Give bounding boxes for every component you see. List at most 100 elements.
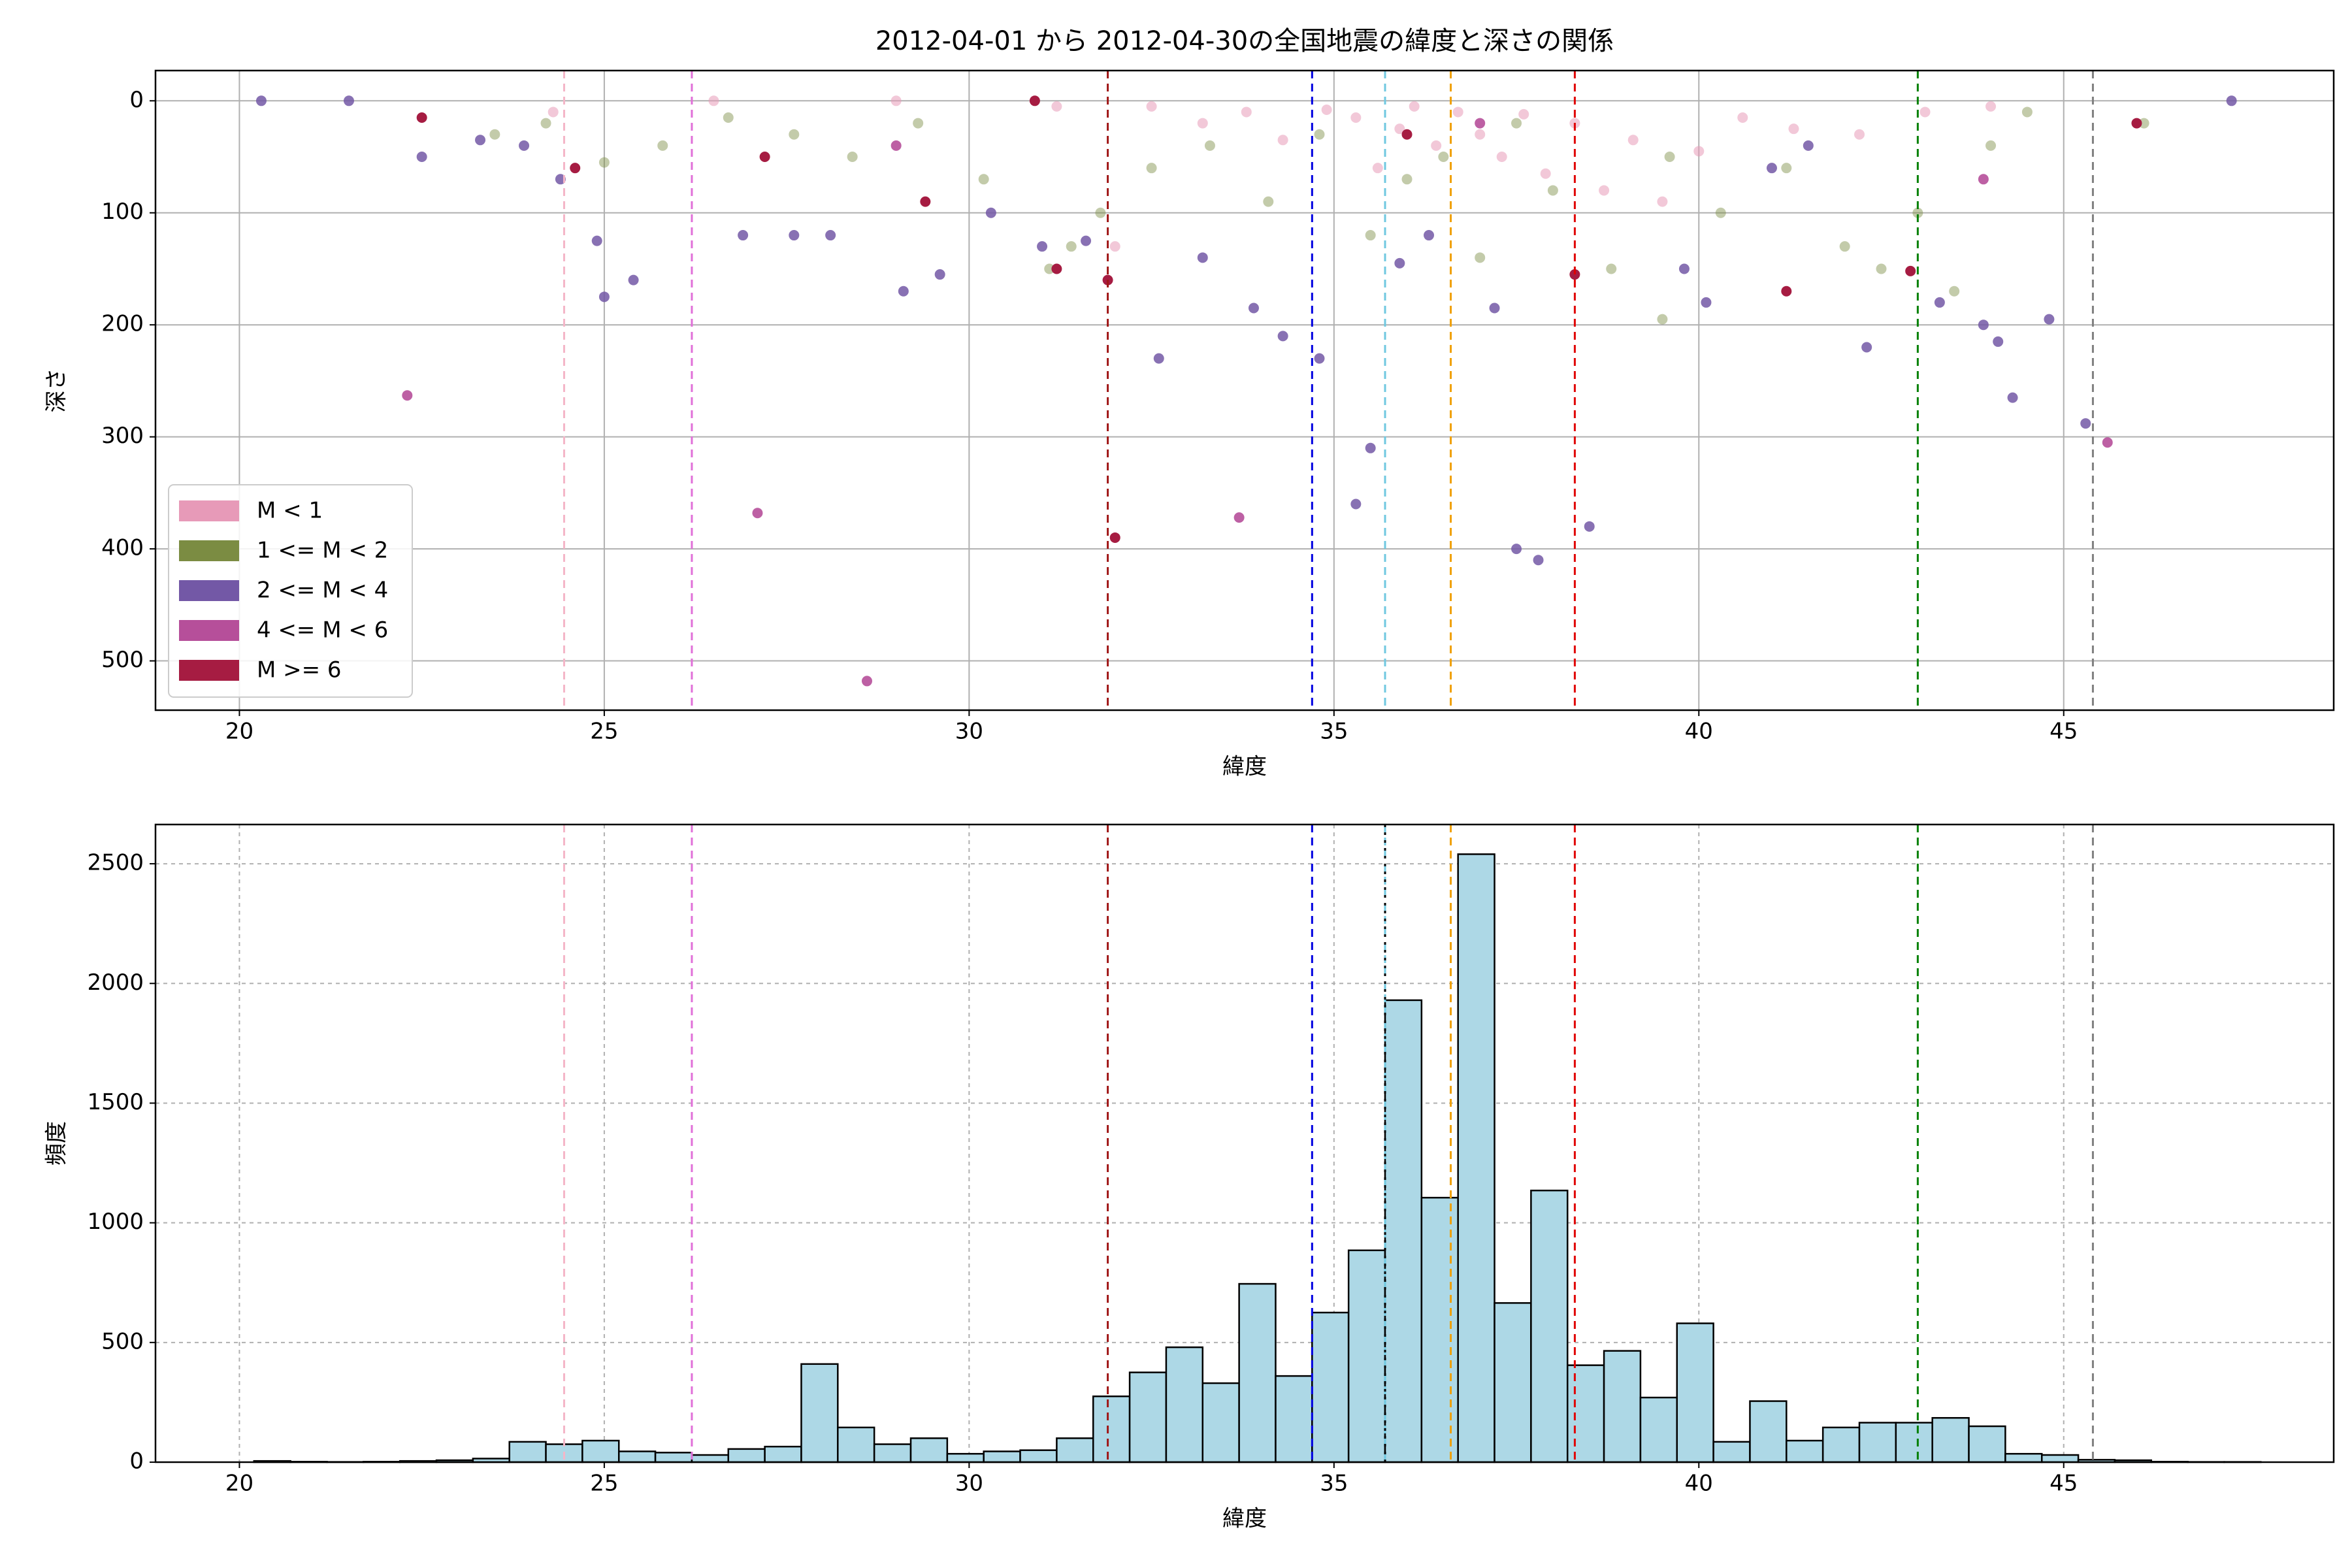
point bbox=[1475, 252, 1486, 263]
point bbox=[1401, 174, 1413, 185]
axes-frame bbox=[154, 69, 2335, 711]
point bbox=[1095, 207, 1106, 218]
y-tick-label: 1000 bbox=[87, 1209, 144, 1235]
point bbox=[789, 129, 800, 140]
point bbox=[2226, 95, 2237, 106]
point bbox=[1788, 123, 1799, 135]
point bbox=[1489, 302, 1500, 314]
point bbox=[1737, 112, 1748, 123]
point bbox=[570, 163, 581, 174]
point bbox=[1627, 135, 1639, 146]
legend-label: 1 <= M < 2 bbox=[257, 538, 388, 564]
y-tick-label: 200 bbox=[101, 311, 144, 337]
bar bbox=[1238, 1282, 1277, 1463]
y-tick-label: 100 bbox=[101, 199, 144, 225]
point bbox=[489, 129, 500, 140]
bar bbox=[800, 1363, 839, 1463]
point bbox=[1146, 163, 1157, 174]
point bbox=[1912, 207, 1923, 218]
point bbox=[2138, 118, 2149, 129]
point bbox=[1584, 521, 1595, 532]
chart-title: 2012-04-01 から 2012-04-30の全国地震の緯度と深さの関係 bbox=[875, 26, 1614, 56]
point bbox=[1985, 140, 1997, 151]
point bbox=[1993, 336, 2004, 347]
x-tick-label: 35 bbox=[1320, 1471, 1348, 1497]
point bbox=[1401, 129, 1413, 140]
point bbox=[519, 140, 530, 151]
bar bbox=[1347, 1249, 1386, 1463]
point bbox=[416, 152, 427, 163]
x-axis-label: 緯度 bbox=[1222, 754, 1267, 780]
bar bbox=[983, 1450, 1021, 1463]
point bbox=[1599, 185, 1610, 196]
bar bbox=[1786, 1439, 1824, 1463]
y-axis-label: 頻度 bbox=[44, 1121, 70, 1166]
point bbox=[1394, 123, 1405, 135]
bar bbox=[1639, 1396, 1678, 1463]
y-tick-label: 300 bbox=[101, 423, 144, 449]
point bbox=[540, 118, 551, 129]
point bbox=[1803, 140, 1814, 151]
x-tick-label: 25 bbox=[590, 1471, 618, 1497]
point bbox=[1277, 135, 1288, 146]
bar bbox=[1457, 853, 1495, 1463]
bar bbox=[1275, 1375, 1313, 1463]
point bbox=[2102, 437, 2113, 448]
bar bbox=[2040, 1454, 2080, 1463]
point bbox=[1861, 342, 1872, 353]
point bbox=[1153, 353, 1164, 364]
bar bbox=[654, 1452, 693, 1463]
legend-swatch bbox=[179, 500, 239, 521]
legend-swatch bbox=[179, 540, 239, 561]
bar bbox=[727, 1448, 766, 1463]
x-axis-label: 緯度 bbox=[1222, 1506, 1267, 1532]
y-tick-label: 0 bbox=[129, 87, 144, 113]
point bbox=[1511, 544, 1522, 555]
point bbox=[1204, 140, 1215, 151]
point bbox=[1678, 263, 1690, 274]
legend-label: M >= 6 bbox=[257, 657, 342, 683]
bar bbox=[508, 1441, 547, 1463]
bar bbox=[1712, 1441, 1751, 1463]
legend-label: M < 1 bbox=[257, 498, 323, 524]
point bbox=[1518, 108, 1529, 120]
y-tick-label: 1500 bbox=[87, 1089, 144, 1115]
bar bbox=[1201, 1382, 1240, 1463]
point bbox=[598, 291, 610, 302]
point bbox=[1657, 314, 1668, 325]
point bbox=[1693, 146, 1705, 157]
point bbox=[2044, 314, 2055, 325]
point bbox=[1037, 241, 1048, 252]
point bbox=[1496, 152, 1507, 163]
x-tick-label: 45 bbox=[2050, 1471, 2078, 1497]
x-tick-label: 40 bbox=[1685, 1471, 1713, 1497]
point bbox=[1372, 163, 1383, 174]
point bbox=[1949, 286, 1960, 297]
point bbox=[1365, 442, 1376, 453]
point bbox=[1540, 168, 1551, 179]
point bbox=[2080, 418, 2091, 429]
point bbox=[1905, 265, 1916, 276]
point bbox=[255, 95, 267, 106]
point bbox=[1781, 163, 1792, 174]
point bbox=[890, 95, 902, 106]
bar bbox=[1311, 1311, 1350, 1463]
point bbox=[920, 196, 931, 207]
point bbox=[1109, 532, 1120, 543]
point bbox=[759, 152, 770, 163]
point bbox=[1197, 118, 1208, 129]
point bbox=[1547, 185, 1558, 196]
point bbox=[913, 118, 924, 129]
bar bbox=[1494, 1302, 1532, 1463]
point bbox=[890, 140, 902, 151]
marks bbox=[253, 853, 2262, 1463]
point bbox=[861, 676, 872, 687]
bar bbox=[1931, 1416, 1970, 1463]
point bbox=[1701, 297, 1712, 308]
point bbox=[1051, 263, 1062, 274]
point bbox=[343, 95, 354, 106]
bar bbox=[764, 1445, 802, 1463]
bar bbox=[691, 1454, 730, 1463]
point bbox=[1438, 152, 1449, 163]
